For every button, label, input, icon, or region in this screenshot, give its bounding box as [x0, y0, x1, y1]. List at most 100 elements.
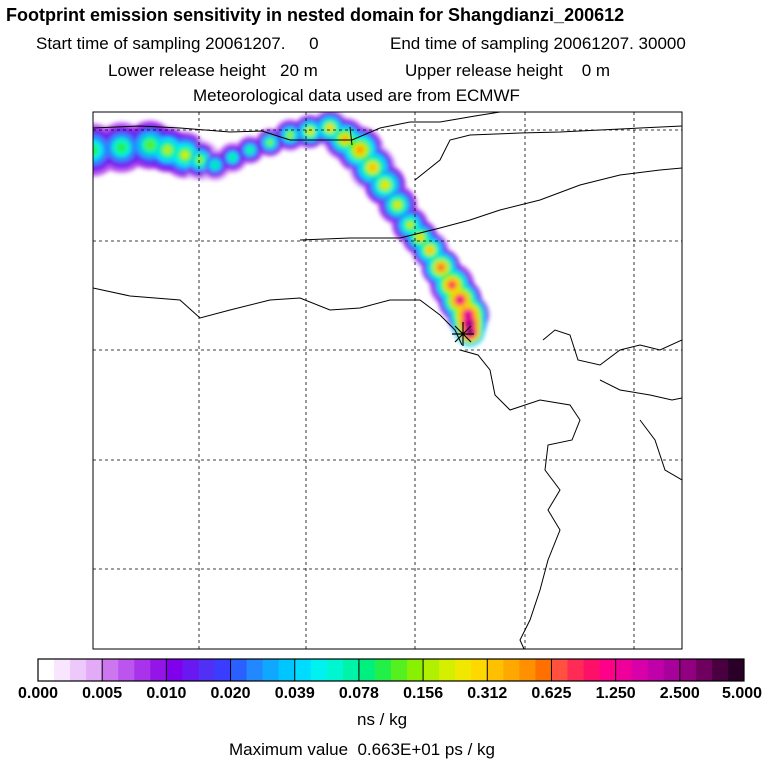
plume-cell	[307, 128, 313, 135]
colorbar-tick-label: 0.625	[531, 685, 571, 702]
plume	[93, 112, 489, 347]
colorbar-segment	[679, 659, 697, 681]
grid-lines	[93, 112, 682, 649]
plume-cell	[426, 246, 434, 254]
coastline-korea	[639, 419, 682, 481]
colorbar-tick-label: 0.156	[403, 685, 443, 702]
plume-cell	[247, 147, 253, 153]
colorbar-segment	[631, 659, 649, 681]
plume-cell	[448, 281, 456, 289]
colorbar-segment	[439, 659, 456, 681]
colorbar-tick-label: 0.000	[18, 685, 58, 702]
maximum-value: Maximum value 0.663E+01 ps / kg	[229, 740, 495, 759]
colorbar-segment	[583, 659, 600, 681]
colorbar-segment	[535, 659, 552, 681]
colorbar-tick-label: 0.010	[146, 685, 186, 702]
start-time-label: Start time of sampling 20061207.	[36, 34, 286, 53]
colorbar-segment	[310, 659, 328, 681]
colorbar-tick-label: 0.005	[82, 685, 122, 702]
coastline-bohai-mid	[299, 167, 682, 241]
plume-cell	[229, 154, 236, 161]
start-time: Start time of sampling 20061207. 0	[36, 35, 319, 52]
colorbar-segment	[246, 659, 264, 681]
coastline-bohai-north	[414, 125, 682, 181]
colorbar-segment	[487, 659, 504, 681]
colorbar-segment	[326, 659, 344, 681]
upper-release-value: 0 m	[581, 61, 611, 80]
plume-cell	[356, 146, 364, 154]
receptor-marker	[452, 322, 474, 346]
start-time-value: 0	[309, 34, 319, 53]
colorbar-tick-label: 2.500	[660, 685, 700, 702]
border-line-notch	[349, 126, 353, 146]
plume-cell	[267, 139, 273, 146]
colorbar-segment	[455, 659, 472, 681]
map-frame	[92, 111, 683, 650]
coastline-west	[93, 287, 463, 346]
lower-release-value: 20 m	[280, 61, 318, 80]
colorbar-segment	[551, 659, 568, 681]
met-data-source: Meteorological data used are from ECMWF	[193, 86, 520, 105]
colorbar-segment	[711, 659, 729, 681]
colorbar-segment	[38, 659, 55, 681]
colorbar-segment	[86, 659, 103, 681]
colorbar-segment	[70, 659, 87, 681]
colorbar-segment	[391, 659, 408, 681]
upper-release-label: Upper release height	[405, 61, 563, 80]
plume-cell	[211, 161, 219, 169]
plume-cell	[416, 234, 424, 241]
plume-cell	[144, 139, 156, 151]
colorbar-units: ns / kg	[357, 710, 408, 729]
colorbar-segment	[567, 659, 584, 681]
colorbar	[37, 658, 745, 682]
colorbar-segment	[134, 659, 151, 681]
plume-cell	[93, 144, 99, 156]
coastline-east	[459, 349, 581, 649]
colorbar-segment	[615, 659, 633, 681]
colorbar-segment	[663, 659, 681, 681]
colorbar-tick-label: 1.250	[596, 685, 636, 702]
colorbar-segment	[230, 659, 247, 681]
plume-cell	[287, 132, 293, 138]
plume-cell	[437, 264, 445, 271]
plume-cell	[368, 163, 377, 172]
plume-cell	[381, 181, 389, 189]
colorbar-segment	[118, 659, 135, 681]
plume-cell	[465, 312, 471, 318]
plume-cell	[393, 201, 402, 209]
colorbar-segment	[150, 659, 167, 681]
map-area	[93, 112, 682, 649]
colorbar-segment	[503, 659, 520, 681]
colorbar-segment	[214, 659, 231, 681]
chart-title: Footprint emission sensitivity in nested…	[6, 5, 625, 25]
plume-cell	[406, 221, 414, 229]
colorbar-segment	[262, 659, 280, 681]
colorbar-segment	[519, 659, 536, 681]
lower-release-label: Lower release height	[108, 61, 266, 80]
colorbar-tick-label: 0.039	[275, 685, 315, 702]
plume-cell	[162, 145, 173, 155]
colorbar-segment	[407, 659, 424, 681]
plume-cell	[341, 135, 349, 143]
colorbar-segment	[695, 659, 713, 681]
colorbar-segment	[102, 659, 119, 681]
plume-cell	[326, 124, 334, 132]
plume-cell	[457, 297, 463, 303]
coastline-peninsula	[542, 329, 682, 366]
upper-release-height: Upper release height 0 m	[405, 62, 610, 79]
colorbar-segment	[599, 659, 617, 681]
colorbar-segment	[647, 659, 665, 681]
colorbar-tick-label: 0.020	[211, 685, 251, 702]
plume-cell	[116, 142, 127, 153]
colorbar-segment	[294, 659, 312, 681]
colorbar-tick-label: 0.312	[467, 685, 507, 702]
plume-cell	[180, 150, 190, 160]
colorbar-segment	[423, 659, 440, 681]
colorbar-segment	[358, 659, 376, 681]
colorbar-segment	[198, 659, 215, 681]
colorbar-segment	[342, 659, 360, 681]
plume-cell	[466, 321, 472, 326]
colorbar-segment	[471, 659, 488, 681]
colorbar-segment	[166, 659, 183, 681]
